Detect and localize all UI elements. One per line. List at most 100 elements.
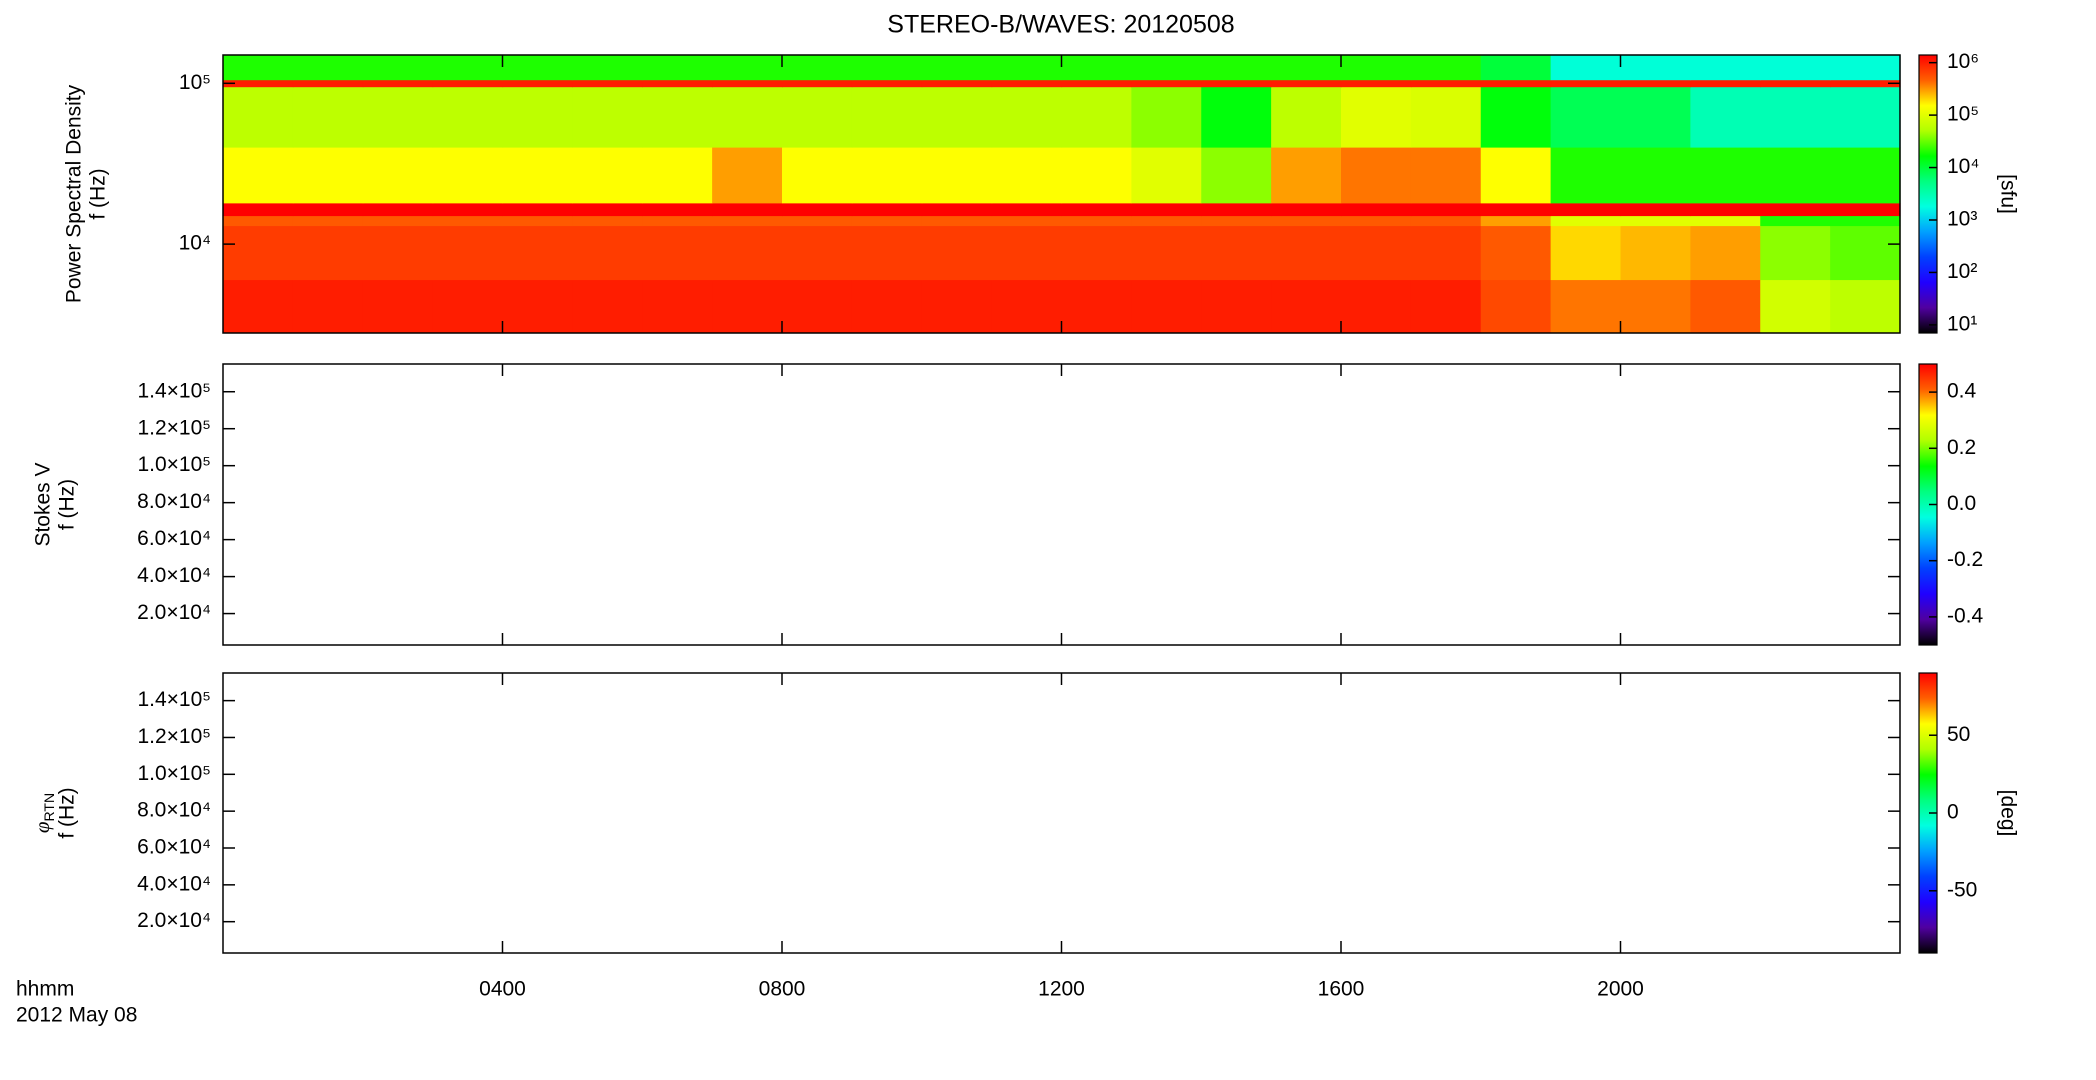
heatmap-cell bbox=[1131, 55, 1202, 81]
y-tick-label: 8.0×10⁴ bbox=[137, 799, 211, 822]
y-tick-label: 8.0×10⁴ bbox=[137, 490, 211, 513]
heatmap-cell bbox=[991, 147, 1063, 204]
y-axis-label: Stokes V bbox=[32, 462, 55, 546]
x-axis-label: 2012 May 08 bbox=[16, 1004, 137, 1027]
y-tick-label: 10⁵ bbox=[179, 71, 211, 94]
heatmap-cell bbox=[572, 225, 643, 281]
heatmap-cell bbox=[1480, 215, 1552, 227]
heatmap-cell bbox=[1201, 147, 1272, 204]
heatmap-cell bbox=[432, 225, 504, 281]
y-tick-label: 6.0×10⁴ bbox=[137, 527, 211, 550]
heatmap-cell bbox=[851, 225, 923, 281]
heatmap-cell bbox=[1341, 225, 1412, 281]
colorbar-tick-label: 10³ bbox=[1947, 208, 1977, 231]
heatmap-cell bbox=[1410, 86, 1482, 148]
y-tick-label: 1.2×10⁵ bbox=[137, 416, 211, 439]
heatmap-cell bbox=[292, 55, 364, 81]
heatmap-cell bbox=[1271, 215, 1342, 227]
heatmap-cell bbox=[712, 279, 783, 334]
heatmap-cell bbox=[1341, 55, 1412, 81]
heatmap-cell bbox=[1061, 279, 1132, 334]
colorbar-tick-label: 0 bbox=[1947, 801, 1959, 824]
heatmap-cell bbox=[712, 225, 783, 281]
quantity-subscript: RTN bbox=[41, 793, 57, 822]
heatmap-cell bbox=[432, 86, 504, 148]
y-tick-label: 4.0×10⁴ bbox=[137, 872, 211, 895]
heatmap-cell bbox=[223, 147, 294, 204]
heatmap-cell bbox=[572, 215, 643, 227]
heatmap-cell bbox=[1550, 203, 1622, 217]
colorbar-tick-label: 10² bbox=[1947, 260, 1977, 283]
heatmap-cell bbox=[851, 215, 923, 227]
heatmap-cell bbox=[1410, 215, 1482, 227]
chart-title: STEREO-B/WAVES: 20120508 bbox=[887, 11, 1234, 39]
heatmap-cell bbox=[851, 147, 923, 204]
heatmap-cell bbox=[712, 55, 783, 81]
y-axis-label: f (Hz) bbox=[56, 787, 79, 838]
colorbar-tick-label: 0.0 bbox=[1947, 492, 1976, 515]
heatmap-cell bbox=[1480, 55, 1552, 81]
colorbar-tick-label: 10⁴ bbox=[1947, 155, 1979, 178]
heatmap-cell bbox=[921, 86, 993, 148]
heatmap-cell bbox=[432, 203, 504, 217]
heatmap-cell bbox=[1620, 55, 1691, 81]
heatmap-cell bbox=[223, 79, 294, 88]
y-tick-label: 2.0×10⁴ bbox=[137, 909, 211, 932]
heatmap-cell bbox=[502, 225, 573, 281]
heatmap-cell bbox=[921, 147, 993, 204]
heatmap-cell bbox=[642, 147, 713, 204]
heatmap-cell bbox=[1201, 225, 1272, 281]
y-axis-label: f (Hz) bbox=[87, 168, 110, 219]
heatmap-cell bbox=[782, 79, 853, 88]
heatmap-cell bbox=[1480, 86, 1552, 148]
heatmap-cell bbox=[1480, 147, 1552, 204]
heatmap-cell bbox=[1620, 86, 1691, 148]
heatmap-cell bbox=[1760, 279, 1831, 334]
heatmap-cell bbox=[921, 79, 993, 88]
x-tick-label: 0800 bbox=[759, 978, 806, 1001]
heatmap-cell bbox=[1201, 86, 1272, 148]
heatmap-cell bbox=[782, 279, 853, 334]
heatmap-cell bbox=[712, 86, 783, 148]
heatmap-cell bbox=[502, 147, 573, 204]
y-tick-label: 10⁴ bbox=[179, 232, 211, 255]
heatmap-cell bbox=[1410, 147, 1482, 204]
heatmap-cell bbox=[1690, 215, 1761, 227]
heatmap-cell bbox=[1271, 279, 1342, 334]
heatmap-cell bbox=[1830, 225, 1901, 281]
heatmap-cell bbox=[1690, 225, 1761, 281]
heatmap-cell bbox=[223, 55, 294, 81]
heatmap-cell bbox=[362, 79, 434, 88]
heatmap-cell bbox=[991, 86, 1063, 148]
heatmap-cell bbox=[572, 279, 643, 334]
heatmap-cell bbox=[1201, 55, 1272, 81]
heatmap-cell bbox=[1760, 215, 1831, 227]
heatmap-cell bbox=[1271, 203, 1342, 217]
colorbar-tick-label: 10⁵ bbox=[1947, 103, 1979, 126]
heatmap-cell bbox=[362, 86, 434, 148]
heatmap-cell bbox=[1690, 55, 1761, 81]
heatmap-cell bbox=[642, 215, 713, 227]
colorbar-label: [sfu] bbox=[1996, 174, 2019, 214]
heatmap-cell bbox=[1061, 79, 1132, 88]
heatmap-cell bbox=[1550, 225, 1622, 281]
y-tick-label: 4.0×10⁴ bbox=[137, 564, 211, 587]
heatmap-cell bbox=[851, 203, 923, 217]
heatmap-cell bbox=[1550, 279, 1622, 334]
y-axis-label: Power Spectral Density bbox=[63, 84, 86, 303]
heatmap-cell bbox=[223, 203, 294, 217]
heatmap-cell bbox=[1830, 55, 1901, 81]
heatmap-cell bbox=[223, 225, 294, 281]
heatmap-cell bbox=[1410, 55, 1482, 81]
x-tick-label: 1200 bbox=[1038, 978, 1085, 1001]
heatmap-cell bbox=[851, 86, 923, 148]
y-tick-label: 6.0×10⁴ bbox=[137, 836, 211, 859]
heatmap-cell bbox=[851, 279, 923, 334]
heatmap-cell bbox=[223, 86, 294, 148]
heatmap-cell bbox=[1061, 203, 1132, 217]
heatmap-cell bbox=[991, 55, 1063, 81]
heatmap-cell bbox=[851, 79, 923, 88]
heatmap-cell bbox=[292, 279, 364, 334]
plot-frame bbox=[222, 363, 1901, 646]
heatmap-cell bbox=[292, 203, 364, 217]
